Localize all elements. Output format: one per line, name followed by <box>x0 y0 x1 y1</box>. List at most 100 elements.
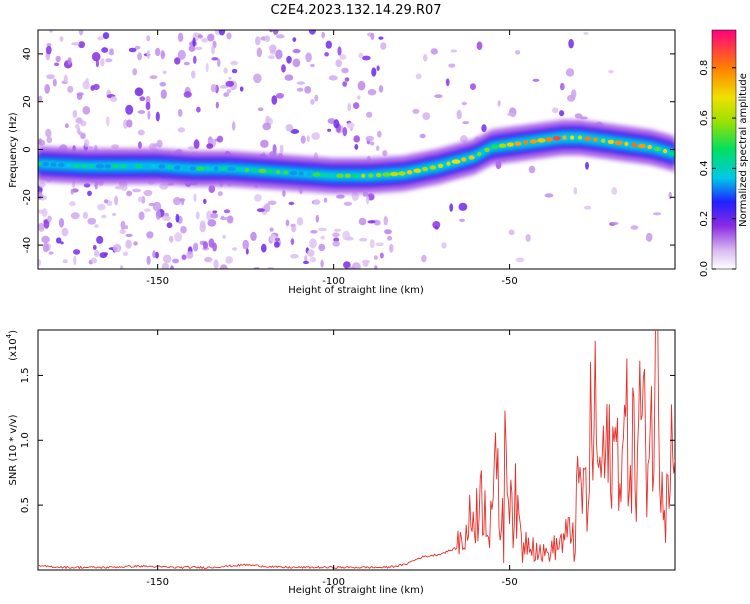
noise-blob <box>45 128 52 138</box>
ridge-hotspot <box>529 139 538 144</box>
noise-blob <box>645 232 653 242</box>
noise-blob <box>205 62 209 73</box>
noise-blob <box>49 30 54 33</box>
noise-blob <box>339 54 347 60</box>
noise-blob <box>470 83 476 90</box>
snr-x-ticks: -150 -100 -50 <box>146 330 518 588</box>
noise-blob <box>155 210 161 220</box>
noise-blob <box>94 224 99 228</box>
y-tick-label: 20 <box>22 95 33 108</box>
noise-blob <box>225 256 233 264</box>
noise-blob <box>73 255 77 266</box>
noise-blob <box>434 94 443 98</box>
noise-blob <box>314 94 319 102</box>
noise-blob <box>369 239 375 249</box>
noise-blob <box>275 34 285 39</box>
noise-blob <box>458 202 468 211</box>
noise-blob <box>351 262 361 269</box>
ridge-hotspot <box>112 164 119 169</box>
noise-blob <box>82 80 90 90</box>
ridge-hotspot <box>182 165 188 171</box>
x-tick-label: -100 <box>322 276 345 287</box>
noise-blob <box>367 89 377 96</box>
noise-blob <box>193 193 197 202</box>
noise-blob <box>159 183 169 190</box>
noise-blob <box>254 194 262 202</box>
noise-blob <box>147 110 151 120</box>
noise-blob <box>208 238 215 248</box>
noise-blob <box>69 201 76 207</box>
noise-blob <box>125 239 132 249</box>
noise-blob <box>544 193 554 198</box>
ridge-hotspot <box>593 137 598 142</box>
noise-blob <box>206 210 212 221</box>
noise-blob <box>112 243 122 253</box>
ridge-hotspot <box>523 140 529 145</box>
noise-blob <box>481 124 487 133</box>
noise-blob <box>652 212 662 216</box>
noise-blob <box>46 136 53 144</box>
noise-blob <box>122 251 129 257</box>
noise-blob <box>193 55 197 64</box>
noise-blob <box>203 241 208 249</box>
noise-blob <box>137 196 143 202</box>
noise-blob <box>132 188 141 193</box>
snr-y-ticks: 0.5 1.0 1.5 <box>20 367 675 513</box>
noise-blob <box>242 239 249 250</box>
noise-blob <box>148 202 156 207</box>
ridge-hotspot <box>514 141 522 146</box>
noise-blob <box>335 59 343 68</box>
noise-blob <box>325 40 332 49</box>
noise-blob <box>430 48 438 55</box>
noise-blob <box>114 185 124 190</box>
ridge-hotspot <box>562 135 567 140</box>
ridge-hotspot <box>95 164 105 169</box>
noise-blob <box>134 87 144 97</box>
noise-blob <box>44 84 50 94</box>
noise-blob <box>38 95 43 103</box>
ridge-hotspot <box>552 136 561 141</box>
noise-blob <box>353 135 361 143</box>
noise-blob <box>166 222 173 229</box>
x-tick-label: -50 <box>501 577 517 588</box>
noise-blob <box>187 146 196 150</box>
spectrogram-ridge <box>38 119 675 194</box>
noise-blob <box>192 37 196 47</box>
noise-blob <box>100 58 105 67</box>
noise-blob <box>223 67 228 74</box>
noise-blob <box>111 144 120 149</box>
noise-blob <box>230 60 238 66</box>
ridge-hotspot <box>601 138 606 143</box>
noise-blob <box>194 46 203 51</box>
ridge-hotspot <box>406 170 413 175</box>
ridge-hotspot <box>577 135 583 140</box>
noise-blob <box>168 235 174 243</box>
noise-blob <box>365 135 375 142</box>
ridge-hotspot <box>461 157 467 162</box>
noise-blob <box>159 81 167 87</box>
noise-blob <box>87 190 92 196</box>
snr-multiplier-close: ) <box>8 330 19 334</box>
noise-blob <box>101 214 107 219</box>
noise-blob <box>41 208 48 218</box>
noise-blob <box>254 36 261 46</box>
ridge-hotspot <box>584 136 591 141</box>
noise-blob <box>459 135 468 143</box>
noise-blob <box>97 36 104 41</box>
noise-blob <box>347 103 352 112</box>
y-tick-label: 0.5 <box>20 497 31 513</box>
ridge-hotspot <box>57 162 65 168</box>
noise-blob <box>177 32 184 42</box>
ridge-hotspot <box>214 166 219 171</box>
noise-blob <box>154 251 159 259</box>
noise-blob <box>146 49 151 60</box>
noise-blob <box>292 49 301 54</box>
noise-blob <box>67 85 74 93</box>
noise-blob <box>61 227 69 237</box>
noise-blob <box>367 112 373 117</box>
ridge-hotspot <box>368 173 374 178</box>
noise-blob <box>203 198 207 204</box>
noise-blob <box>38 181 46 188</box>
noise-blob <box>139 96 146 102</box>
noise-blob <box>269 234 277 243</box>
